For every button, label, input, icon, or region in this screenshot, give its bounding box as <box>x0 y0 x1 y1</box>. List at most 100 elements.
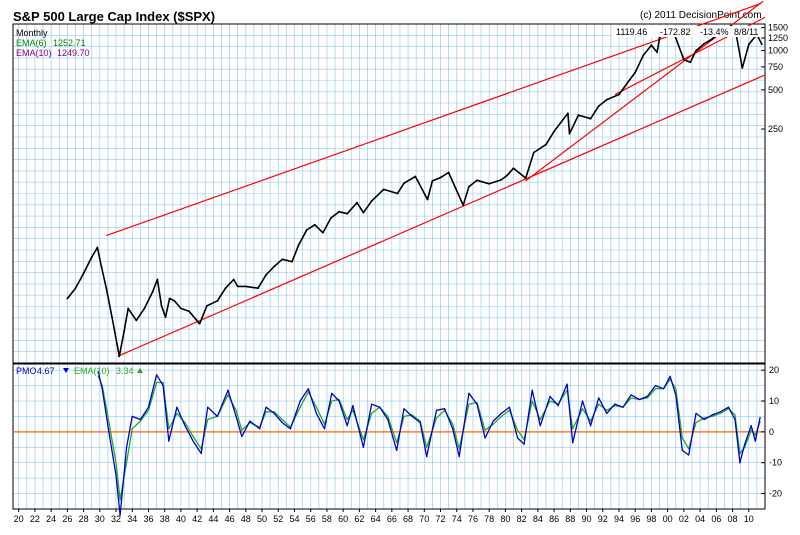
legend-pmo-ema-value: 3.34 <box>116 366 134 376</box>
price-point <box>118 355 121 358</box>
x-tick-label: 34 <box>127 514 137 524</box>
pmo-line-point <box>419 422 421 424</box>
pmo-line-point <box>654 384 657 387</box>
pmo-ema-line-point <box>484 429 486 431</box>
pmo-ema-line-point <box>331 400 333 402</box>
pmo-line-point <box>598 397 600 399</box>
pmo-ema-line-point <box>492 423 494 425</box>
pmo-ema-line-point <box>452 423 454 425</box>
pmo-ema-line-point <box>419 420 421 422</box>
price-point <box>403 182 405 185</box>
latest-close: 1119.46 <box>616 27 647 37</box>
price-point <box>188 310 190 313</box>
price-point <box>396 192 399 195</box>
x-tick-label: 94 <box>614 514 624 524</box>
x-tick-label: 98 <box>646 514 656 524</box>
pmo-line-point <box>370 403 373 405</box>
pmo-line-point <box>458 455 460 458</box>
pmo-line-point <box>426 455 428 458</box>
x-tick-label: 36 <box>143 514 153 524</box>
pmo-ema-line-point <box>654 388 657 390</box>
price-point <box>143 307 146 310</box>
price-point <box>356 201 358 204</box>
pmo-line-point <box>227 389 229 391</box>
pmo-ema-line-point <box>168 428 170 430</box>
pmo-line-point <box>589 425 592 427</box>
pmo-ema-line-point <box>299 406 301 408</box>
pmo-line-point <box>125 446 128 448</box>
pmo-line-point <box>115 474 117 476</box>
x-tick-label: 76 <box>468 514 478 524</box>
pmo-ema-line-point <box>107 415 109 418</box>
pmo-line-point <box>147 406 150 408</box>
pmo-line-point <box>739 462 741 464</box>
pmo-panel-frame <box>12 363 766 510</box>
pmo-ema-line-point <box>139 420 141 422</box>
x-tick-label: 20 <box>14 514 24 524</box>
pmo-ema-line-point <box>468 403 470 405</box>
price-legend: Monthly EMA(6) 1252.71 EMA(10) 1249.70 <box>16 28 90 58</box>
price-point <box>346 212 349 215</box>
price-point <box>205 304 208 307</box>
pmo-ema-line-point <box>516 429 519 431</box>
price-point <box>362 211 365 214</box>
pmo-ema-line-point <box>346 418 348 421</box>
x-tick-label: 96 <box>630 514 640 524</box>
x-tick-label: 78 <box>484 514 494 524</box>
price-point <box>605 98 608 101</box>
x-tick-label: 74 <box>452 514 462 524</box>
x-axis: 20 22 24 26 28 30 32 34 36 38 40 42 44 46 48 50 52 54 56 58… <box>14 509 754 524</box>
pmo-line-point <box>734 418 736 421</box>
pmo-line-point <box>572 442 574 444</box>
price-point <box>265 273 268 276</box>
latest-change: -172.82 <box>660 27 691 37</box>
pmo-ema-line-point <box>458 448 460 450</box>
price-point <box>545 143 547 146</box>
pmo-line-point <box>719 411 721 413</box>
pmo-y-tick-label: -20 <box>769 489 782 499</box>
price-point <box>105 287 108 290</box>
pmo-y-tick-label: -10 <box>769 458 782 468</box>
x-tick-label: 70 <box>419 514 429 524</box>
pmo-line-point <box>289 428 292 430</box>
price-point <box>164 316 167 319</box>
x-tick-label: 72 <box>436 514 446 524</box>
x-tick-label: 48 <box>241 514 251 524</box>
price-point <box>553 130 555 133</box>
price-point <box>123 330 126 333</box>
price-point <box>232 278 235 281</box>
price-point <box>414 175 417 178</box>
price-point <box>382 188 385 191</box>
legend-pmo-ema-label: EMA(10) <box>74 366 110 376</box>
pmo-line-point <box>744 443 746 445</box>
x-tick-label: 38 <box>160 514 170 524</box>
pmo-ema-line-point <box>273 411 275 413</box>
price-y-tick-label: 1500 <box>768 23 788 33</box>
price-y-tick-label: 1250 <box>768 33 788 43</box>
pmo-line-point <box>315 412 317 414</box>
pmo-line-point <box>207 406 209 408</box>
price-point <box>447 171 450 174</box>
pmo-legend: PMO 4.67 EMA(10) 3.34 <box>16 366 143 376</box>
pmo-ema-line-point <box>500 415 502 418</box>
price-point <box>476 179 478 182</box>
price-point <box>74 287 77 290</box>
x-tick-label: 82 <box>517 514 527 524</box>
pmo-y-axis: 20 10 0 -10 -20 <box>761 365 782 499</box>
price-point <box>689 61 692 64</box>
pmo-ema-line-point <box>734 414 736 416</box>
pmo-ema-line-point <box>119 499 121 501</box>
pmo-line-point <box>681 449 683 451</box>
pmo-line-point <box>557 405 559 407</box>
x-tick-label: 02 <box>679 514 689 524</box>
pmo-line-point <box>299 400 301 402</box>
pmo-line-point <box>508 406 511 408</box>
price-point <box>626 82 628 85</box>
pmo-ema-line-point <box>630 397 632 399</box>
price-point <box>577 114 580 116</box>
price-point <box>468 185 470 188</box>
latest-quote-background <box>612 26 764 37</box>
pmo-line-point <box>630 394 632 396</box>
pmo-line-point <box>675 394 677 396</box>
